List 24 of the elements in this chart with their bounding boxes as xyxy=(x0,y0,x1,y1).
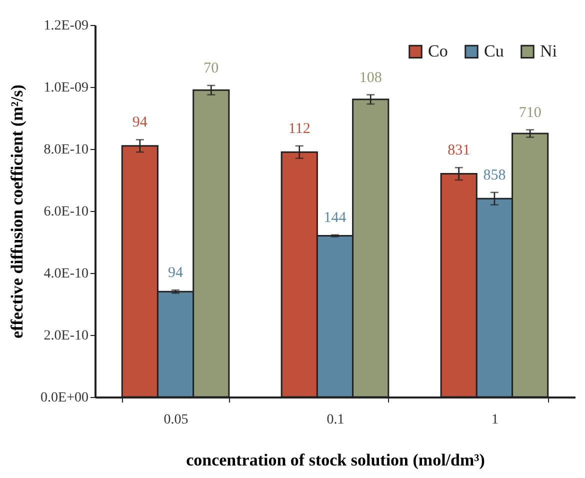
y-tick-label: 1.0E-09 xyxy=(44,80,88,96)
annotation: 108 xyxy=(359,70,382,86)
y-tick-label: 8.0E-10 xyxy=(44,142,88,158)
annotation: 144 xyxy=(324,210,347,226)
y-tick-label: 1.2E-09 xyxy=(44,18,88,34)
y-tick-label: 0.0E+00 xyxy=(40,390,88,406)
annotation: 94 xyxy=(132,114,148,131)
legend-label: Ni xyxy=(540,42,558,61)
annotation: 70 xyxy=(204,60,219,76)
annotation: 94 xyxy=(168,265,184,282)
y-axis-title: effective diffusion coefficient (m²/s) xyxy=(8,84,27,338)
x-tick-label: 1 xyxy=(491,412,498,428)
x-axis-title: concentration of stock solution (mol/dm³) xyxy=(186,450,485,470)
annotation: 112 xyxy=(288,120,310,137)
legend-label: Cu xyxy=(484,42,504,61)
legend-label: Co xyxy=(428,42,448,61)
y-tick-label: 6.0E-10 xyxy=(44,204,88,220)
annotation: 858 xyxy=(483,167,506,184)
y-tick-label: 4.0E-10 xyxy=(44,266,88,282)
annotation: 831 xyxy=(448,142,470,159)
x-tick-label: 0.1 xyxy=(326,412,344,428)
y-tick-label: 2.0E-10 xyxy=(44,328,88,344)
x-tick-label: 0.05 xyxy=(164,412,188,428)
annotation: 710 xyxy=(518,104,542,121)
